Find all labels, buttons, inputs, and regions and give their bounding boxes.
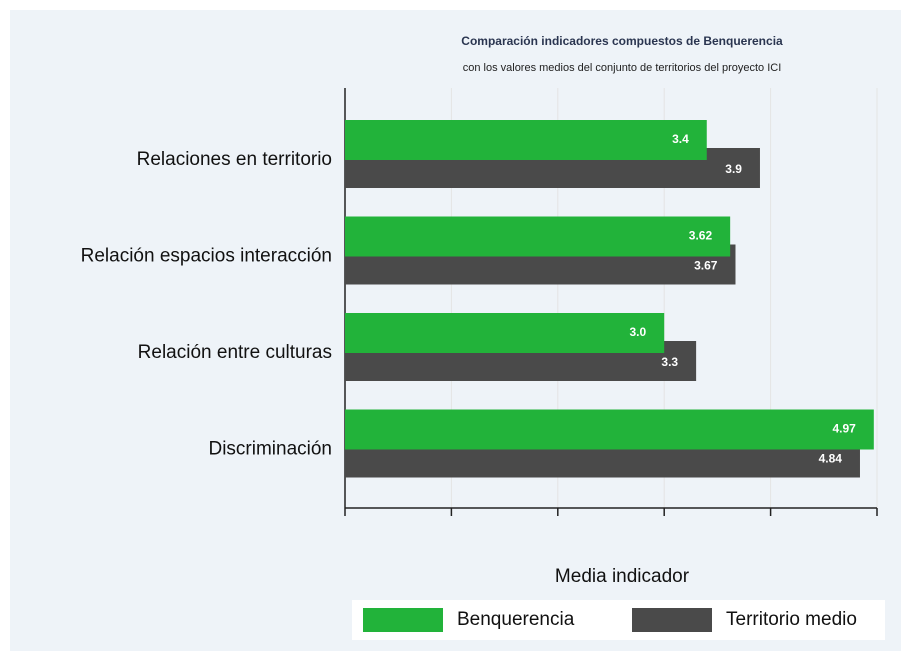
legend-label: Territorio medio: [726, 609, 857, 630]
x-axis-label: Media indicador: [555, 566, 690, 587]
value-label: 3.9: [725, 162, 742, 176]
value-label: 3.3: [661, 355, 678, 369]
value-label: 3.67: [694, 259, 718, 273]
bar: [345, 409, 874, 450]
bar: [345, 120, 707, 160]
bar: [345, 313, 665, 353]
y-tick-label: Relación espacios interacción: [81, 246, 332, 267]
value-label: 3.4: [672, 132, 689, 146]
chart-subtitle: con los valores medios del conjunto de t…: [463, 62, 782, 74]
legend-label: Benquerencia: [457, 609, 575, 630]
y-tick-label: Relaciones en territorio: [137, 149, 332, 170]
value-label: 4.84: [819, 452, 843, 466]
bar: [345, 216, 731, 257]
chart-title: Comparación indicadores compuestos de Be…: [461, 34, 783, 48]
legend-swatch: [632, 608, 712, 632]
value-label: 4.97: [832, 422, 856, 436]
y-tick-label: Relación entre culturas: [138, 342, 332, 363]
value-label: 3.0: [630, 325, 647, 339]
y-tick-label: Discriminación: [208, 439, 332, 460]
legend-swatch: [363, 608, 443, 632]
value-label: 3.62: [689, 229, 713, 243]
